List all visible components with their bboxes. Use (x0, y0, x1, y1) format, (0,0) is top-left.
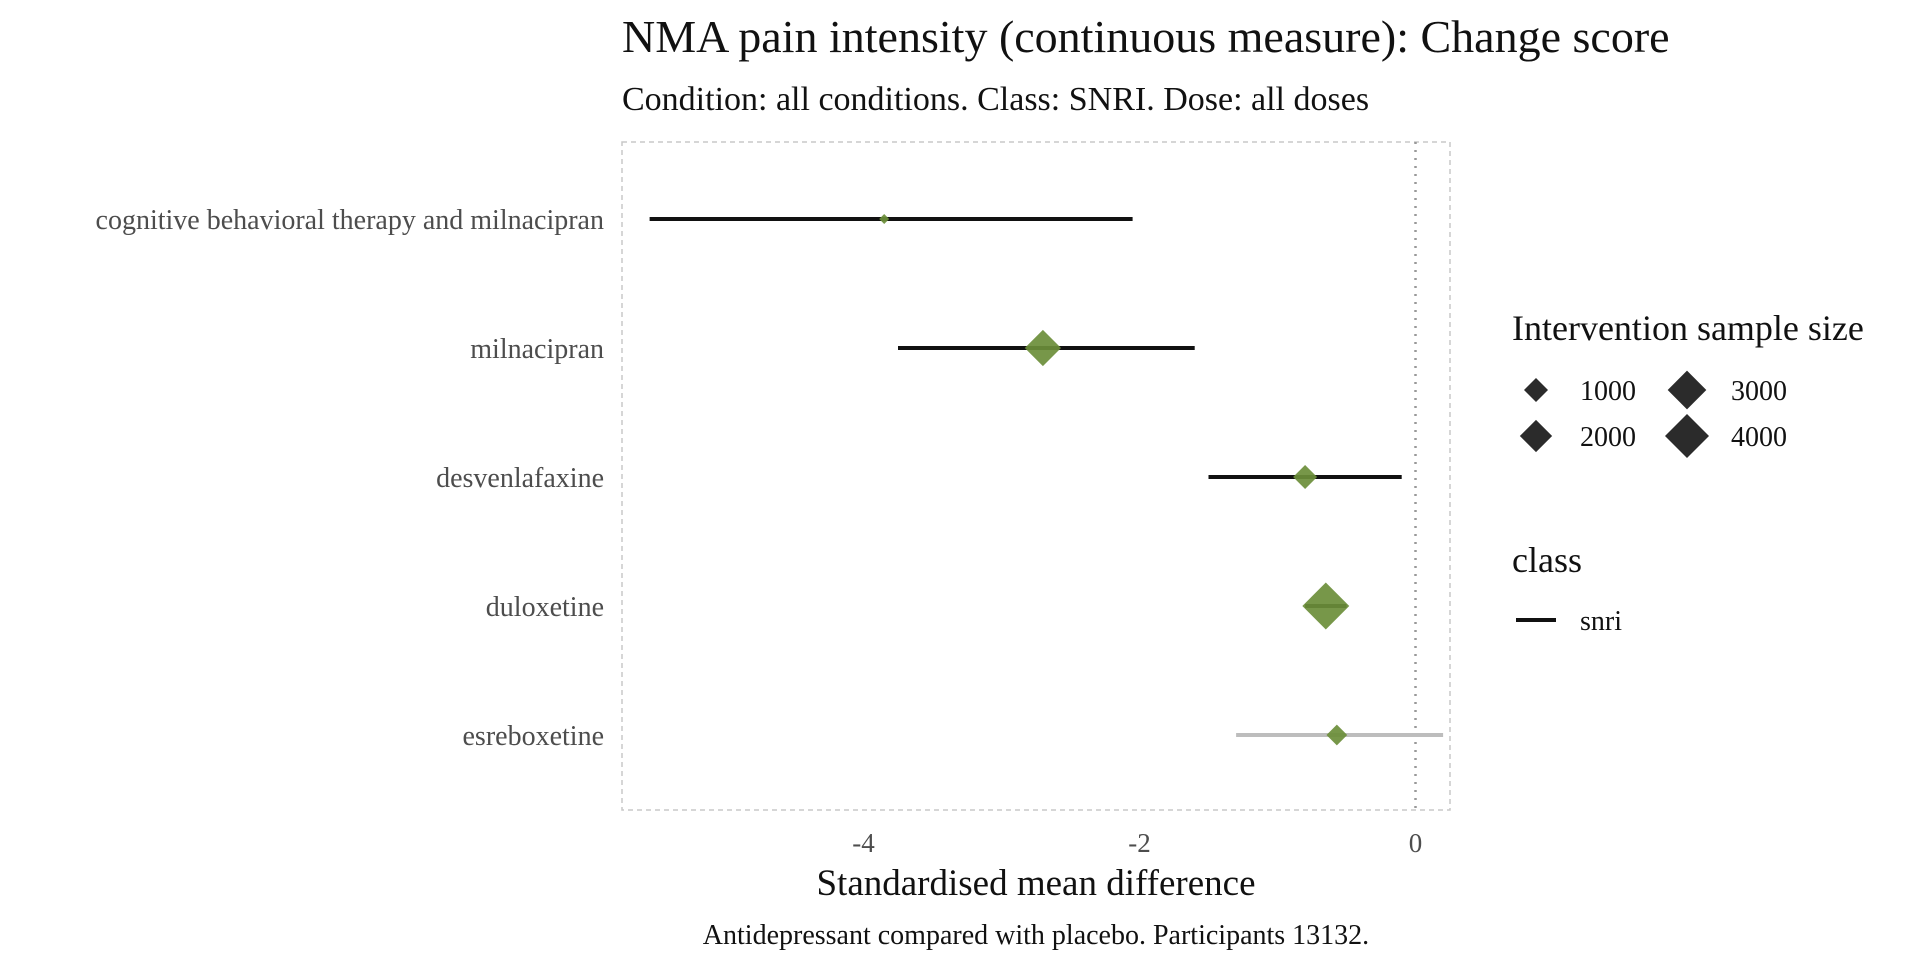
category-label: cognitive behavioral therapy and milnaci… (96, 205, 604, 236)
chart-title: NMA pain intensity (continuous measure):… (622, 11, 1670, 62)
x-tick-label: -2 (1128, 828, 1151, 858)
legend-size-key (1665, 414, 1709, 458)
legend-size-title: Intervention sample size (1512, 308, 1864, 348)
legend-class: class snri (1512, 540, 1622, 637)
point-estimate (1302, 582, 1350, 630)
x-axis-title: Standardised mean difference (816, 863, 1255, 904)
category-label: milnacipran (470, 334, 604, 365)
chart-caption: Antidepressant compared with placebo. Pa… (703, 920, 1369, 951)
legend-size-key (1519, 419, 1553, 453)
point-estimate (1293, 465, 1318, 489)
legend-size-key (1667, 370, 1707, 410)
legend-sample-size: Intervention sample size 1000 3000 2000 400… (1512, 308, 1864, 458)
category-label: desvenlafaxine (436, 463, 604, 494)
point-estimates (879, 214, 1350, 746)
chart-subtitle: Condition: all conditions. Class: SNRI. … (622, 81, 1369, 118)
x-axis-ticks: -4 -2 0 (852, 828, 1422, 858)
x-tick-label: -4 (852, 828, 875, 858)
plot-panel-border (621, 141, 1451, 811)
legend-size-key (1524, 378, 1548, 402)
point-estimate (1024, 329, 1062, 367)
legend-size-label: 4000 (1731, 422, 1787, 453)
legend-class-label: snri (1580, 606, 1622, 637)
x-tick-label: 0 (1409, 828, 1423, 858)
legend-size-label: 1000 (1580, 376, 1636, 407)
confidence-intervals (649, 217, 1444, 737)
legend-size-label: 3000 (1731, 376, 1787, 407)
legend-class-title: class (1512, 540, 1582, 580)
category-labels: cognitive behavioral therapy and milnaci… (96, 205, 604, 752)
category-label: esreboxetine (463, 721, 605, 752)
legend-size-label: 2000 (1580, 422, 1636, 453)
point-estimate (1326, 724, 1348, 746)
point-estimate (879, 214, 890, 224)
category-label: duloxetine (486, 592, 604, 623)
